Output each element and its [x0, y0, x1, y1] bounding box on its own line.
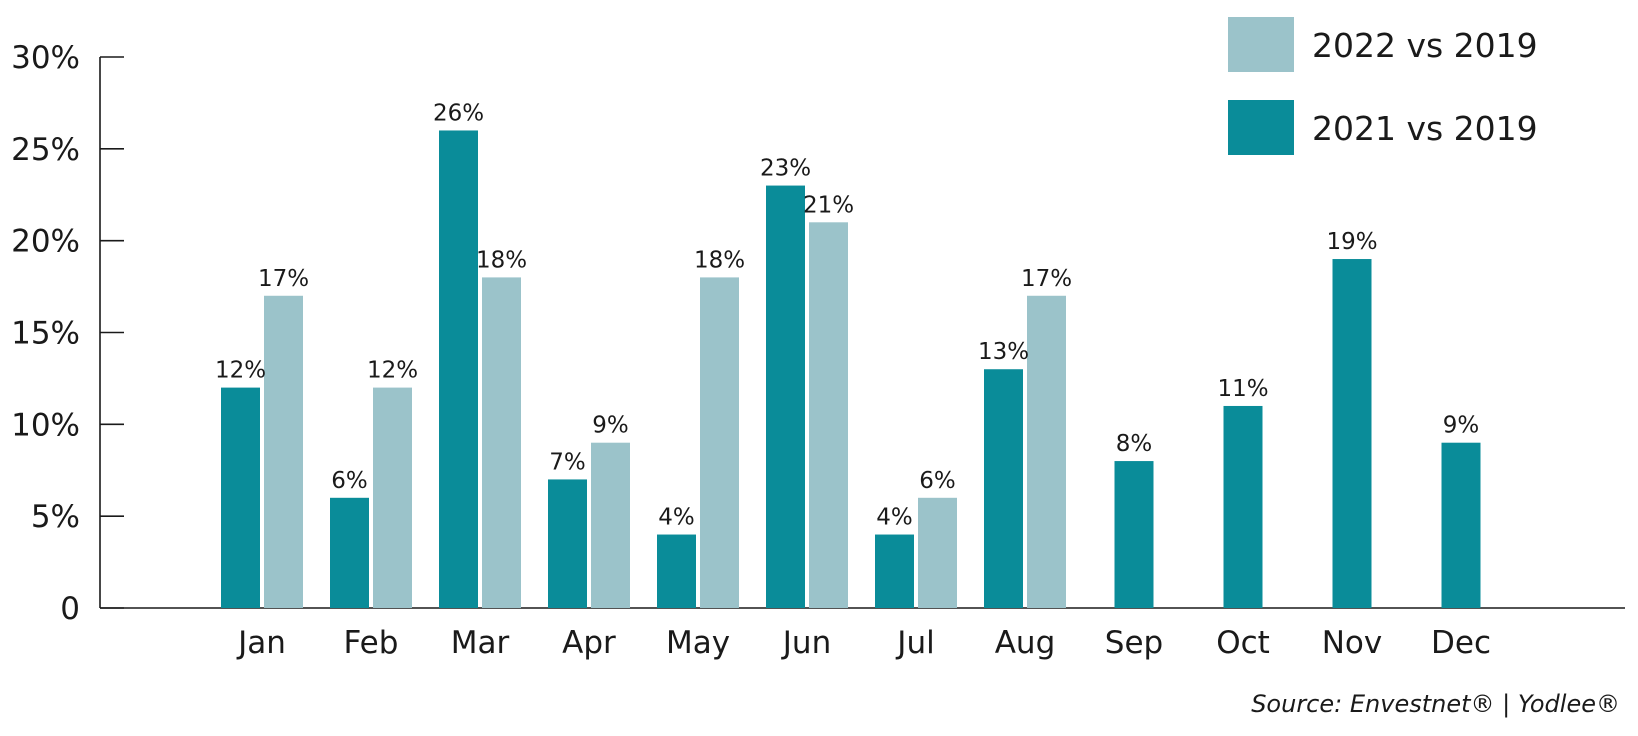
- x-tick-label: Jun: [781, 625, 831, 661]
- x-tick-label: Nov: [1322, 625, 1383, 661]
- bar-2021-vs-2019: [330, 497, 369, 608]
- y-tick-label: 15%: [11, 316, 80, 352]
- bar-2022-vs-2019: [700, 277, 739, 608]
- data-label-2021: 9%: [1443, 413, 1480, 439]
- data-label-2021: 6%: [331, 468, 368, 494]
- x-axis: Jan Feb Mar Apr May Jun Jul Aug Sep Oct Nov Dec: [100, 607, 1625, 661]
- data-label-2021: 19%: [1326, 229, 1377, 255]
- bar-2022-vs-2019: [373, 387, 412, 608]
- data-label-2021: 8%: [1116, 431, 1153, 457]
- y-tick-label: 25%: [11, 132, 80, 168]
- y-tick-label: 0: [60, 591, 80, 627]
- bar-2021-vs-2019: [1223, 405, 1263, 608]
- x-tick-label: Mar: [451, 625, 510, 661]
- bar-2022-vs-2019: [918, 497, 957, 608]
- data-label-2022: 12%: [367, 358, 418, 384]
- data-labels: 12%17%6%12%26%18%7%9%4%18%23%21%4%6%13%1…: [215, 100, 1479, 530]
- bar-2021-vs-2019: [1114, 461, 1154, 608]
- source-note: Source: Envestnet® | Yodlee®: [1251, 690, 1620, 718]
- x-tick-label: May: [666, 625, 730, 661]
- x-tick-label: Jul: [895, 625, 934, 661]
- bar-2021-vs-2019: [984, 369, 1023, 608]
- data-label-2021: 11%: [1217, 376, 1268, 402]
- bar-2021-vs-2019: [221, 387, 260, 608]
- y-tick-label: 5%: [31, 499, 80, 535]
- data-label-2022: 18%: [694, 247, 745, 273]
- x-tick-label: Oct: [1216, 625, 1270, 661]
- x-tick-label: Dec: [1431, 625, 1491, 661]
- legend-label: 2022 vs 2019: [1312, 26, 1538, 65]
- x-tick-label: Apr: [562, 625, 616, 661]
- data-label-2021: 12%: [215, 358, 266, 384]
- bar-2021-vs-2019: [657, 534, 696, 608]
- bar-2021-vs-2019: [766, 185, 805, 609]
- bar-2021-vs-2019: [875, 534, 914, 608]
- bar-2022-vs-2019: [809, 222, 848, 609]
- data-label-2021: 4%: [658, 505, 695, 531]
- legend: 2022 vs 2019 2021 vs 2019: [1228, 17, 1538, 155]
- y-tick-label: 30%: [11, 40, 80, 76]
- legend-swatch: [1228, 17, 1294, 72]
- data-label-2021: 23%: [760, 156, 811, 182]
- x-tick-label: Jan: [236, 625, 286, 661]
- x-tick-label: Aug: [995, 625, 1056, 661]
- bar-2022-vs-2019: [1027, 295, 1066, 608]
- bar-2022-vs-2019: [591, 442, 630, 608]
- data-label-2022: 21%: [803, 192, 854, 218]
- bar-2021-vs-2019: [439, 130, 478, 608]
- bar-2022-vs-2019: [482, 277, 521, 608]
- data-label-2022: 17%: [258, 266, 309, 292]
- y-tick-label: 20%: [11, 224, 80, 260]
- data-label-2022: 6%: [919, 468, 956, 494]
- y-tick-label: 10%: [11, 407, 80, 443]
- legend-swatch: [1228, 100, 1294, 155]
- y-axis: 0 5% 10% 15% 20% 25% 30%: [11, 40, 124, 627]
- data-label-2021: 13%: [978, 339, 1029, 365]
- data-label-2021: 26%: [433, 100, 484, 126]
- bar-2021-vs-2019: [548, 479, 587, 608]
- bar-2022-vs-2019: [264, 295, 303, 608]
- legend-label: 2021 vs 2019: [1312, 109, 1538, 148]
- x-tick-label: Feb: [344, 625, 399, 661]
- data-label-2021: 7%: [549, 449, 586, 475]
- data-label-2022: 9%: [592, 413, 629, 439]
- data-label-2021: 4%: [876, 505, 913, 531]
- x-tick-label: Sep: [1105, 625, 1163, 661]
- bar-2021-vs-2019: [1332, 259, 1372, 608]
- bars: [221, 130, 1481, 609]
- data-label-2022: 17%: [1021, 266, 1072, 292]
- bar-2021-vs-2019: [1441, 442, 1481, 608]
- data-label-2022: 18%: [476, 247, 527, 273]
